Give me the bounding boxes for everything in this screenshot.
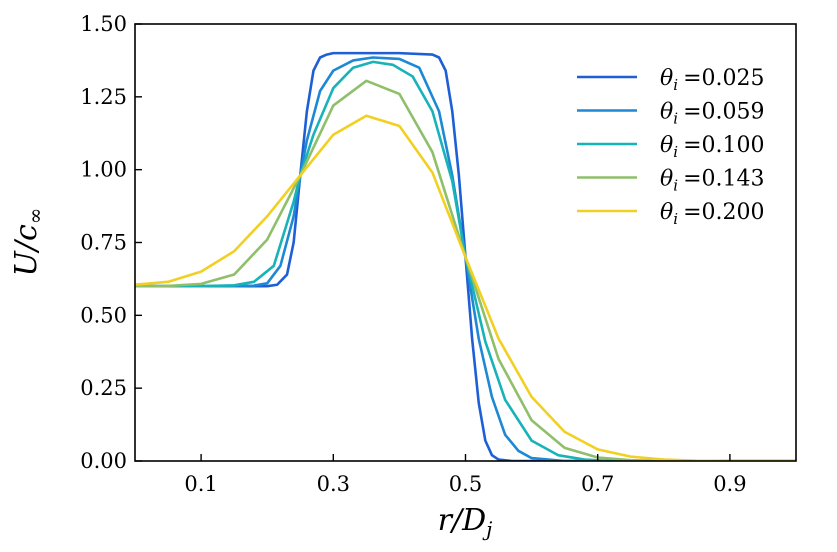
series-line-1 xyxy=(135,56,796,461)
x-tick-label: 0.7 xyxy=(581,472,614,496)
legend: θi =0.025 θi =0.059 θi =0.100 θi =0.143 θi =0.200 xyxy=(577,66,764,228)
y-tick-label: 0.00 xyxy=(80,449,127,473)
x-tick-label: 0.3 xyxy=(317,472,350,496)
legend-label-4: θi =0.200 xyxy=(660,200,764,228)
svg-text:r/Dj: r/Dj xyxy=(438,503,493,541)
plot-frame xyxy=(134,23,797,462)
series-line-3 xyxy=(135,79,796,461)
x-tick-label: 0.5 xyxy=(449,472,482,496)
series-line-2 xyxy=(135,60,796,461)
x-tick-label: 0.9 xyxy=(713,472,746,496)
legend-label-0: θi =0.025 xyxy=(660,66,764,94)
series-line-4 xyxy=(135,114,796,461)
x-axis-label: r/Dj xyxy=(438,503,493,541)
legend-label-1: θi =0.059 xyxy=(660,100,764,128)
y-tick-label: 1.50 xyxy=(80,12,127,36)
legend-label-2: θi =0.100 xyxy=(660,133,764,161)
y-tick-label: 1.00 xyxy=(80,158,127,182)
svg-text:U/c∞: U/c∞ xyxy=(9,208,47,277)
y-tick-label: 1.25 xyxy=(80,85,127,109)
y-tick-label: 0.75 xyxy=(80,231,127,255)
y-tick-label: 0.50 xyxy=(80,303,127,327)
y-tick-label: 0.25 xyxy=(80,376,127,400)
series-line-0 xyxy=(135,51,796,461)
x-tick-label: 0.1 xyxy=(184,472,217,496)
legend-label-3: θi =0.143 xyxy=(660,167,764,195)
y-axis-label: U/c∞ xyxy=(9,208,47,277)
